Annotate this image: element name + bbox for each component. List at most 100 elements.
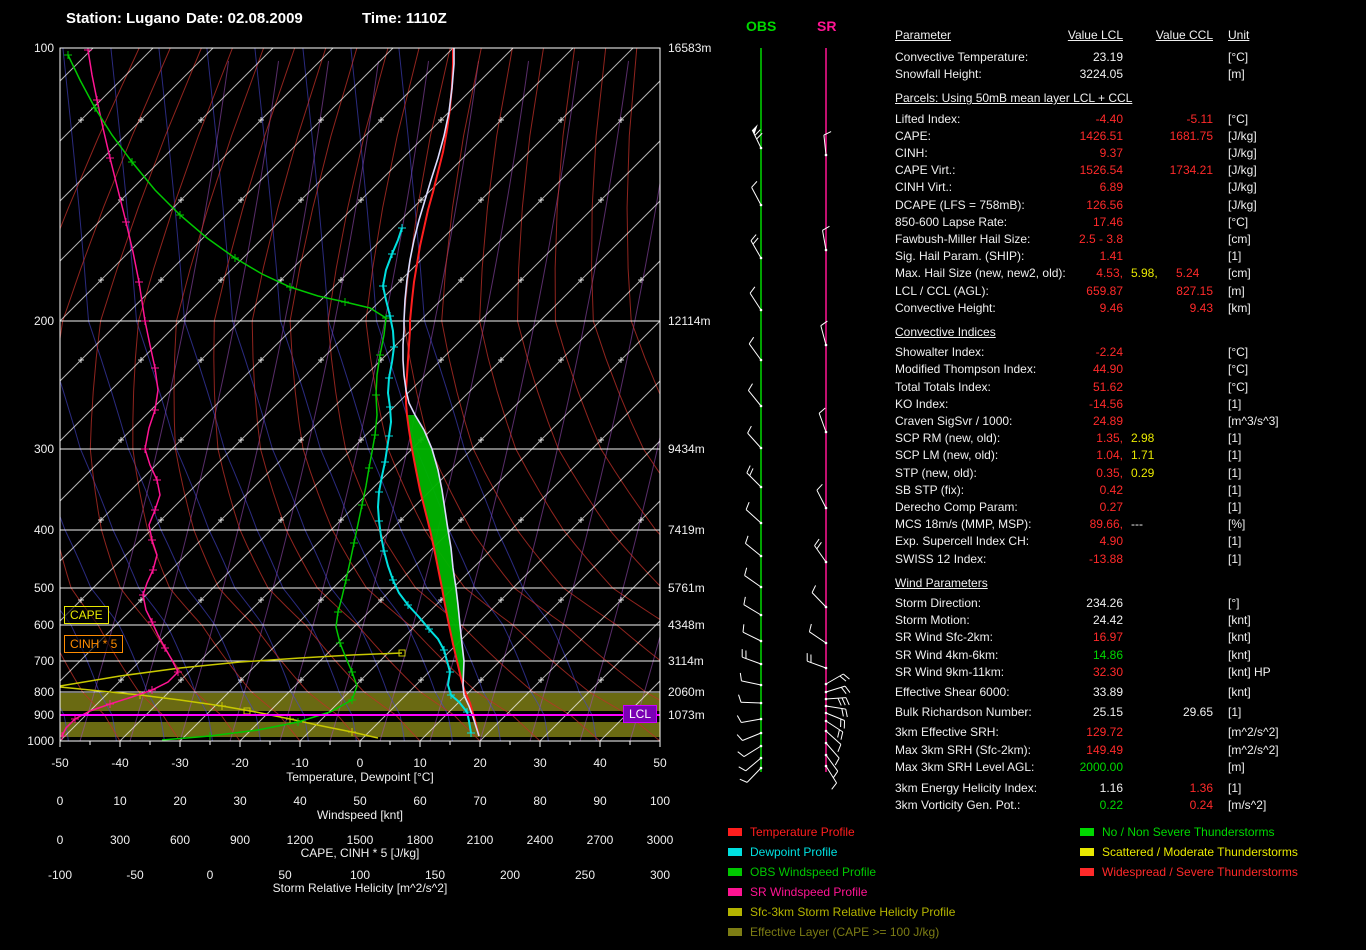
- windspeed-axis-tick: 30: [233, 794, 247, 808]
- altitude-label: 12114m: [668, 314, 711, 328]
- parameter-value-lcl: 149.49: [1086, 742, 1123, 757]
- parameter-value-lcl: 32.30: [1092, 664, 1123, 679]
- table-row: Effective Shear 6000: 33.89 [knt]: [895, 685, 1366, 701]
- parameter-value-lcl: 25.15: [1092, 705, 1123, 720]
- table-row: Showalter Index: -2.24 [°C]: [895, 345, 1366, 361]
- cape-axis-tick: 900: [229, 833, 251, 847]
- altitude-label: 1073m: [668, 708, 705, 722]
- table-row: CAPE: 1426.51 1681.75 [J/kg]: [895, 129, 1366, 145]
- parameter-value-lcl: 1.16: [1099, 781, 1123, 795]
- parameter-label: Sig. Hail Param. (SHIP):: [895, 249, 1025, 264]
- parameter-value-lcl: 89.66,: [1089, 517, 1123, 532]
- legend-item: Widespread / Severe Thunderstorms: [1080, 865, 1366, 881]
- legend-label: Widespread / Severe Thunderstorms: [1102, 865, 1298, 879]
- temperature-axis-tick: 50: [653, 756, 667, 770]
- table-row: DCAPE (LFS = 758mB): 126.56 [J/kg]: [895, 198, 1366, 214]
- windspeed-axis-tick: 0: [56, 794, 64, 808]
- parameter-label: Convective Temperature:: [895, 50, 1029, 64]
- parameter-value-near2: 5.24: [1176, 266, 1200, 281]
- parameter-label: Max. Hail Size (new, new2, old):: [895, 266, 1066, 281]
- sr-wind-column-label: SR: [817, 18, 837, 34]
- parameter-value-lcl: 17.46: [1092, 214, 1123, 229]
- table-row: Max. Hail Size (new, new2, old): 4.53, 5.9…: [895, 266, 1366, 282]
- parameter-value-near: 0.29: [1131, 465, 1155, 480]
- section-header-label: Parcels: Using 50mB mean layer LCL + CCL: [895, 91, 1133, 106]
- parameter-label: SCP LM (new, old):: [895, 448, 999, 463]
- table-row: SR Wind 9km-11km: 32.30 [knt] HP: [895, 665, 1366, 681]
- parameter-value-lcl: 23.19: [1092, 50, 1123, 64]
- table-row: Bulk Richardson Number: 25.15 29.65 [1]: [895, 705, 1366, 721]
- table-row: MCS 18m/s (MMP, MSP): 89.66, --- [%]: [895, 517, 1366, 533]
- parameter-label: Effective Shear 6000:: [895, 685, 1010, 699]
- obs-wind-column-label: OBS: [746, 18, 777, 34]
- legend-item: Temperature Profile: [728, 825, 1018, 841]
- parameter-value-ccl: 0.24: [1189, 798, 1213, 813]
- table-row: Convective Height: 9.46 9.43 [km]: [895, 301, 1366, 317]
- srh-axis-tick: 250: [574, 868, 596, 882]
- table-row: SR Wind Sfc-2km: 16.97 [knt]: [895, 630, 1366, 646]
- parameter-unit: [J/kg]: [1228, 163, 1257, 178]
- table-row: CINH: 9.37 [J/kg]: [895, 146, 1366, 162]
- table-header-parameter: Parameter: [895, 28, 952, 42]
- parameter-value-ccl: 29.65: [1182, 705, 1213, 720]
- table-header-unit: Unit: [1228, 28, 1250, 42]
- pressure-label: 500: [33, 581, 54, 595]
- cape-axis-tick: 300: [109, 833, 131, 847]
- srh-axis-tick: 100: [349, 868, 371, 882]
- legend-swatch: [728, 908, 742, 916]
- temperature-axis-tick: 0: [356, 756, 364, 770]
- parameter-value-lcl: 3224.05: [1079, 67, 1123, 82]
- parameter-unit: [m^2/s^2]: [1228, 742, 1279, 757]
- table-row: SB STP (fix): 0.42 [1]: [895, 483, 1366, 499]
- parameter-unit: [1]: [1228, 781, 1242, 795]
- table-section-header: Convective Indices: [895, 325, 1366, 341]
- table-row: Modified Thompson Index: 44.90 [°C]: [895, 362, 1366, 378]
- parameter-label: Max 3km SRH (Sfc-2km):: [895, 742, 1032, 757]
- parameter-value-lcl: 1.35,: [1096, 431, 1123, 446]
- parameter-unit: [J/kg]: [1228, 128, 1257, 143]
- parameter-unit: [1]: [1228, 482, 1242, 497]
- parameter-value-near: 2.98: [1131, 431, 1155, 446]
- legend-swatch: [1080, 848, 1094, 856]
- parameter-unit: [1]: [1228, 431, 1242, 446]
- parameter-unit: [m]: [1228, 67, 1245, 82]
- srh-axis-tick: 200: [499, 868, 521, 882]
- parameter-value-lcl: 0.35,: [1096, 465, 1123, 480]
- srh-axis-tick: 300: [649, 868, 671, 882]
- parameter-unit: [°C]: [1228, 362, 1249, 377]
- altitude-label: 4348m: [668, 618, 705, 632]
- parameter-label: Derecho Comp Param:: [895, 500, 1018, 514]
- parameter-unit: [J/kg]: [1228, 146, 1257, 160]
- cape-axis-tick: 3000: [646, 833, 674, 847]
- table-row: Max 3km SRH (Sfc-2km): 149.49 [m^2/s^2]: [895, 743, 1366, 759]
- parameter-value-lcl: 4.53,: [1096, 266, 1123, 281]
- cape-curve-label: CAPE: [64, 606, 109, 624]
- parameter-unit: [°]: [1228, 596, 1240, 610]
- temperature-axis-title: Temperature, Dewpoint [°C]: [286, 770, 434, 784]
- cape-axis-tick: 1500: [346, 833, 374, 847]
- pressure-label: 900: [33, 708, 54, 722]
- cape-axis-tick: 2100: [466, 833, 494, 847]
- parameter-label: SR Wind 4km-6km:: [895, 647, 999, 662]
- parameter-value-lcl: 33.89: [1092, 685, 1123, 699]
- parameter-value-lcl: 24.42: [1092, 613, 1123, 628]
- legend-swatch: [728, 868, 742, 876]
- parameter-value-lcl: 234.26: [1086, 596, 1123, 610]
- parameter-value-lcl: 659.87: [1086, 283, 1123, 298]
- parameter-label: Storm Direction:: [895, 596, 982, 610]
- legend-label: Dewpoint Profile: [750, 845, 838, 859]
- parameter-unit: [J/kg]: [1228, 197, 1257, 212]
- cape-axis-tick: 2700: [586, 833, 614, 847]
- windspeed-axis-tick: 100: [649, 794, 671, 808]
- table-header-value-lcl: Value LCL: [1067, 28, 1123, 42]
- parameter-unit: [°C]: [1228, 214, 1249, 229]
- table-row: Fawbush-Miller Hail Size: 2.5 - 3.8 [cm]: [895, 232, 1366, 248]
- parameter-unit: [°C]: [1228, 50, 1249, 64]
- table-row: Sig. Hail Param. (SHIP): 1.41 [1]: [895, 249, 1366, 265]
- parameter-value-lcl: 1.41: [1099, 249, 1123, 264]
- cape-axis-tick: 600: [169, 833, 191, 847]
- parameter-label: LCL / CCL (AGL):: [895, 283, 989, 298]
- parameter-value-lcl: 51.62: [1092, 379, 1123, 394]
- parameter-label: 850-600 Lapse Rate:: [895, 214, 1008, 229]
- parameter-value-near: 5.98,: [1131, 266, 1158, 281]
